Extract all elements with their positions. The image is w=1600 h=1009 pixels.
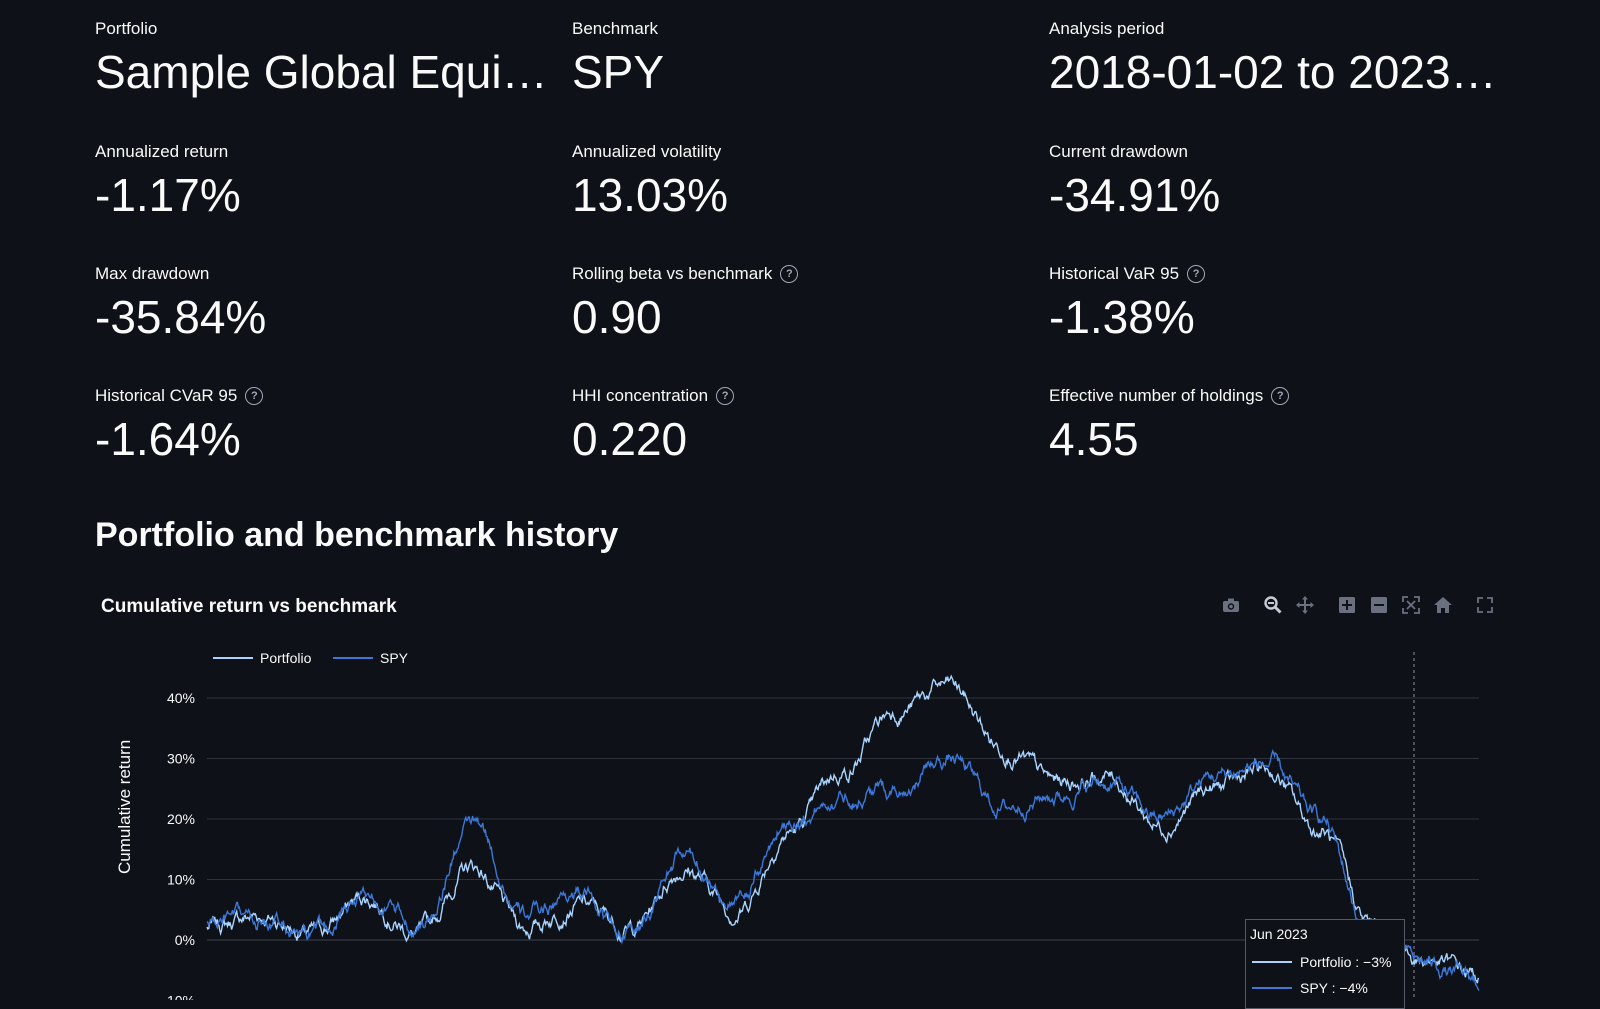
metric-value: 4.55 (1049, 413, 1139, 465)
metric-label: Portfolio (95, 19, 158, 38)
metric-value: -1.64% (95, 413, 241, 465)
series-line-portfolio (206, 674, 1480, 984)
metric-label: Annualized return (95, 142, 229, 161)
metric-label: Rolling beta vs benchmark (572, 264, 773, 283)
metric-analysis-period: Analysis period 2018-01-02 to 2023-12-29 (1049, 18, 1509, 100)
help-icon[interactable]: ? (780, 265, 799, 283)
metric-annualized-volatility: Annualized volatility 13.03% (572, 141, 1032, 223)
legend-label: SPY (380, 650, 409, 666)
series-line-spy (206, 749, 1480, 991)
y-tick-label: 20% (167, 811, 195, 827)
tooltip-spy-swatch (1252, 987, 1292, 989)
metric-current-drawdown: Current drawdown -34.91% (1049, 141, 1509, 223)
metric-hhi-concentration: HHI concentration ? 0.220 (572, 385, 1032, 467)
section-title: Portfolio and benchmark history (95, 516, 619, 554)
metric-label: Effective number of holdings (1049, 386, 1264, 405)
help-icon[interactable]: ? (245, 387, 264, 405)
chart-hover-tooltip: Jun 2023 Portfolio : −3% SPY : −4% (1245, 919, 1405, 1009)
metric-historical-cvar: Historical CVaR 95 ? -1.64% (95, 385, 555, 467)
metric-rolling-beta: Rolling beta vs benchmark ? 0.90 (572, 263, 1032, 345)
zoom-in-icon[interactable] (1331, 590, 1363, 620)
tooltip-portfolio-swatch (1252, 961, 1292, 963)
chart-modebar (1215, 590, 1501, 620)
metric-value: -35.84% (95, 291, 267, 343)
tooltip-spy-value: SPY : −4% (1300, 980, 1368, 996)
metric-label: Historical CVaR 95 (95, 386, 238, 405)
zoom-out-icon[interactable] (1363, 590, 1395, 620)
camera-icon[interactable] (1215, 590, 1247, 620)
reset-axes-icon[interactable] (1427, 590, 1459, 620)
metric-label: Current drawdown (1049, 142, 1188, 161)
metric-value: 0.220 (572, 413, 688, 465)
metric-label: Max drawdown (95, 264, 210, 283)
y-tick-label: 30% (167, 751, 195, 767)
metric-label: HHI concentration (572, 386, 709, 405)
metric-benchmark: Benchmark SPY (572, 18, 1032, 100)
legend-label: Portfolio (260, 650, 312, 666)
metric-effective-holdings: Effective number of holdings ? 4.55 (1049, 385, 1509, 467)
y-tick-label: 0% (175, 932, 195, 948)
tooltip-date: Jun 2023 (1250, 926, 1308, 942)
autoscale-icon[interactable] (1395, 590, 1427, 620)
metric-label: Benchmark (572, 19, 658, 38)
metric-max-drawdown: Max drawdown -35.84% (95, 263, 555, 345)
metric-portfolio: Portfolio Sample Global Equity Portfolio (95, 18, 555, 100)
metric-value: -1.38% (1049, 291, 1195, 343)
chart-title: Cumulative return vs benchmark (101, 596, 397, 617)
help-icon[interactable]: ? (1271, 387, 1290, 405)
metric-historical-var: Historical VaR 95 ? -1.38% (1049, 263, 1509, 345)
metric-value: -34.91% (1049, 169, 1221, 221)
metric-value: 13.03% (572, 169, 729, 221)
fullscreen-icon[interactable] (1469, 590, 1501, 620)
metric-label: Analysis period (1049, 19, 1165, 38)
zoom-icon[interactable] (1257, 590, 1289, 620)
y-tick-label: -10% (162, 993, 195, 1001)
y-tick-label: 10% (167, 872, 195, 888)
metric-value: Sample Global Equity Portfolio (95, 46, 555, 98)
metric-label: Historical VaR 95 (1049, 264, 1180, 283)
metric-value: 0.90 (572, 291, 662, 343)
metric-label: Annualized volatility (572, 142, 722, 161)
chart-card: -10% 0% 10% 20% 30% 40% Cumulative return Portf… (95, 590, 1505, 1000)
metric-annualized-return: Annualized return -1.17% (95, 141, 555, 223)
tooltip-portfolio-value: Portfolio : −3% (1300, 954, 1392, 970)
metric-value: SPY (572, 46, 665, 98)
y-axis-title: Cumulative return (115, 740, 134, 874)
pan-icon[interactable] (1289, 590, 1321, 620)
help-icon[interactable]: ? (1187, 265, 1206, 283)
metric-value: 2018-01-02 to 2023-12-29 (1049, 46, 1509, 98)
y-tick-label: 40% (167, 690, 195, 706)
metric-value: -1.17% (95, 169, 241, 221)
help-icon[interactable]: ? (716, 387, 735, 405)
